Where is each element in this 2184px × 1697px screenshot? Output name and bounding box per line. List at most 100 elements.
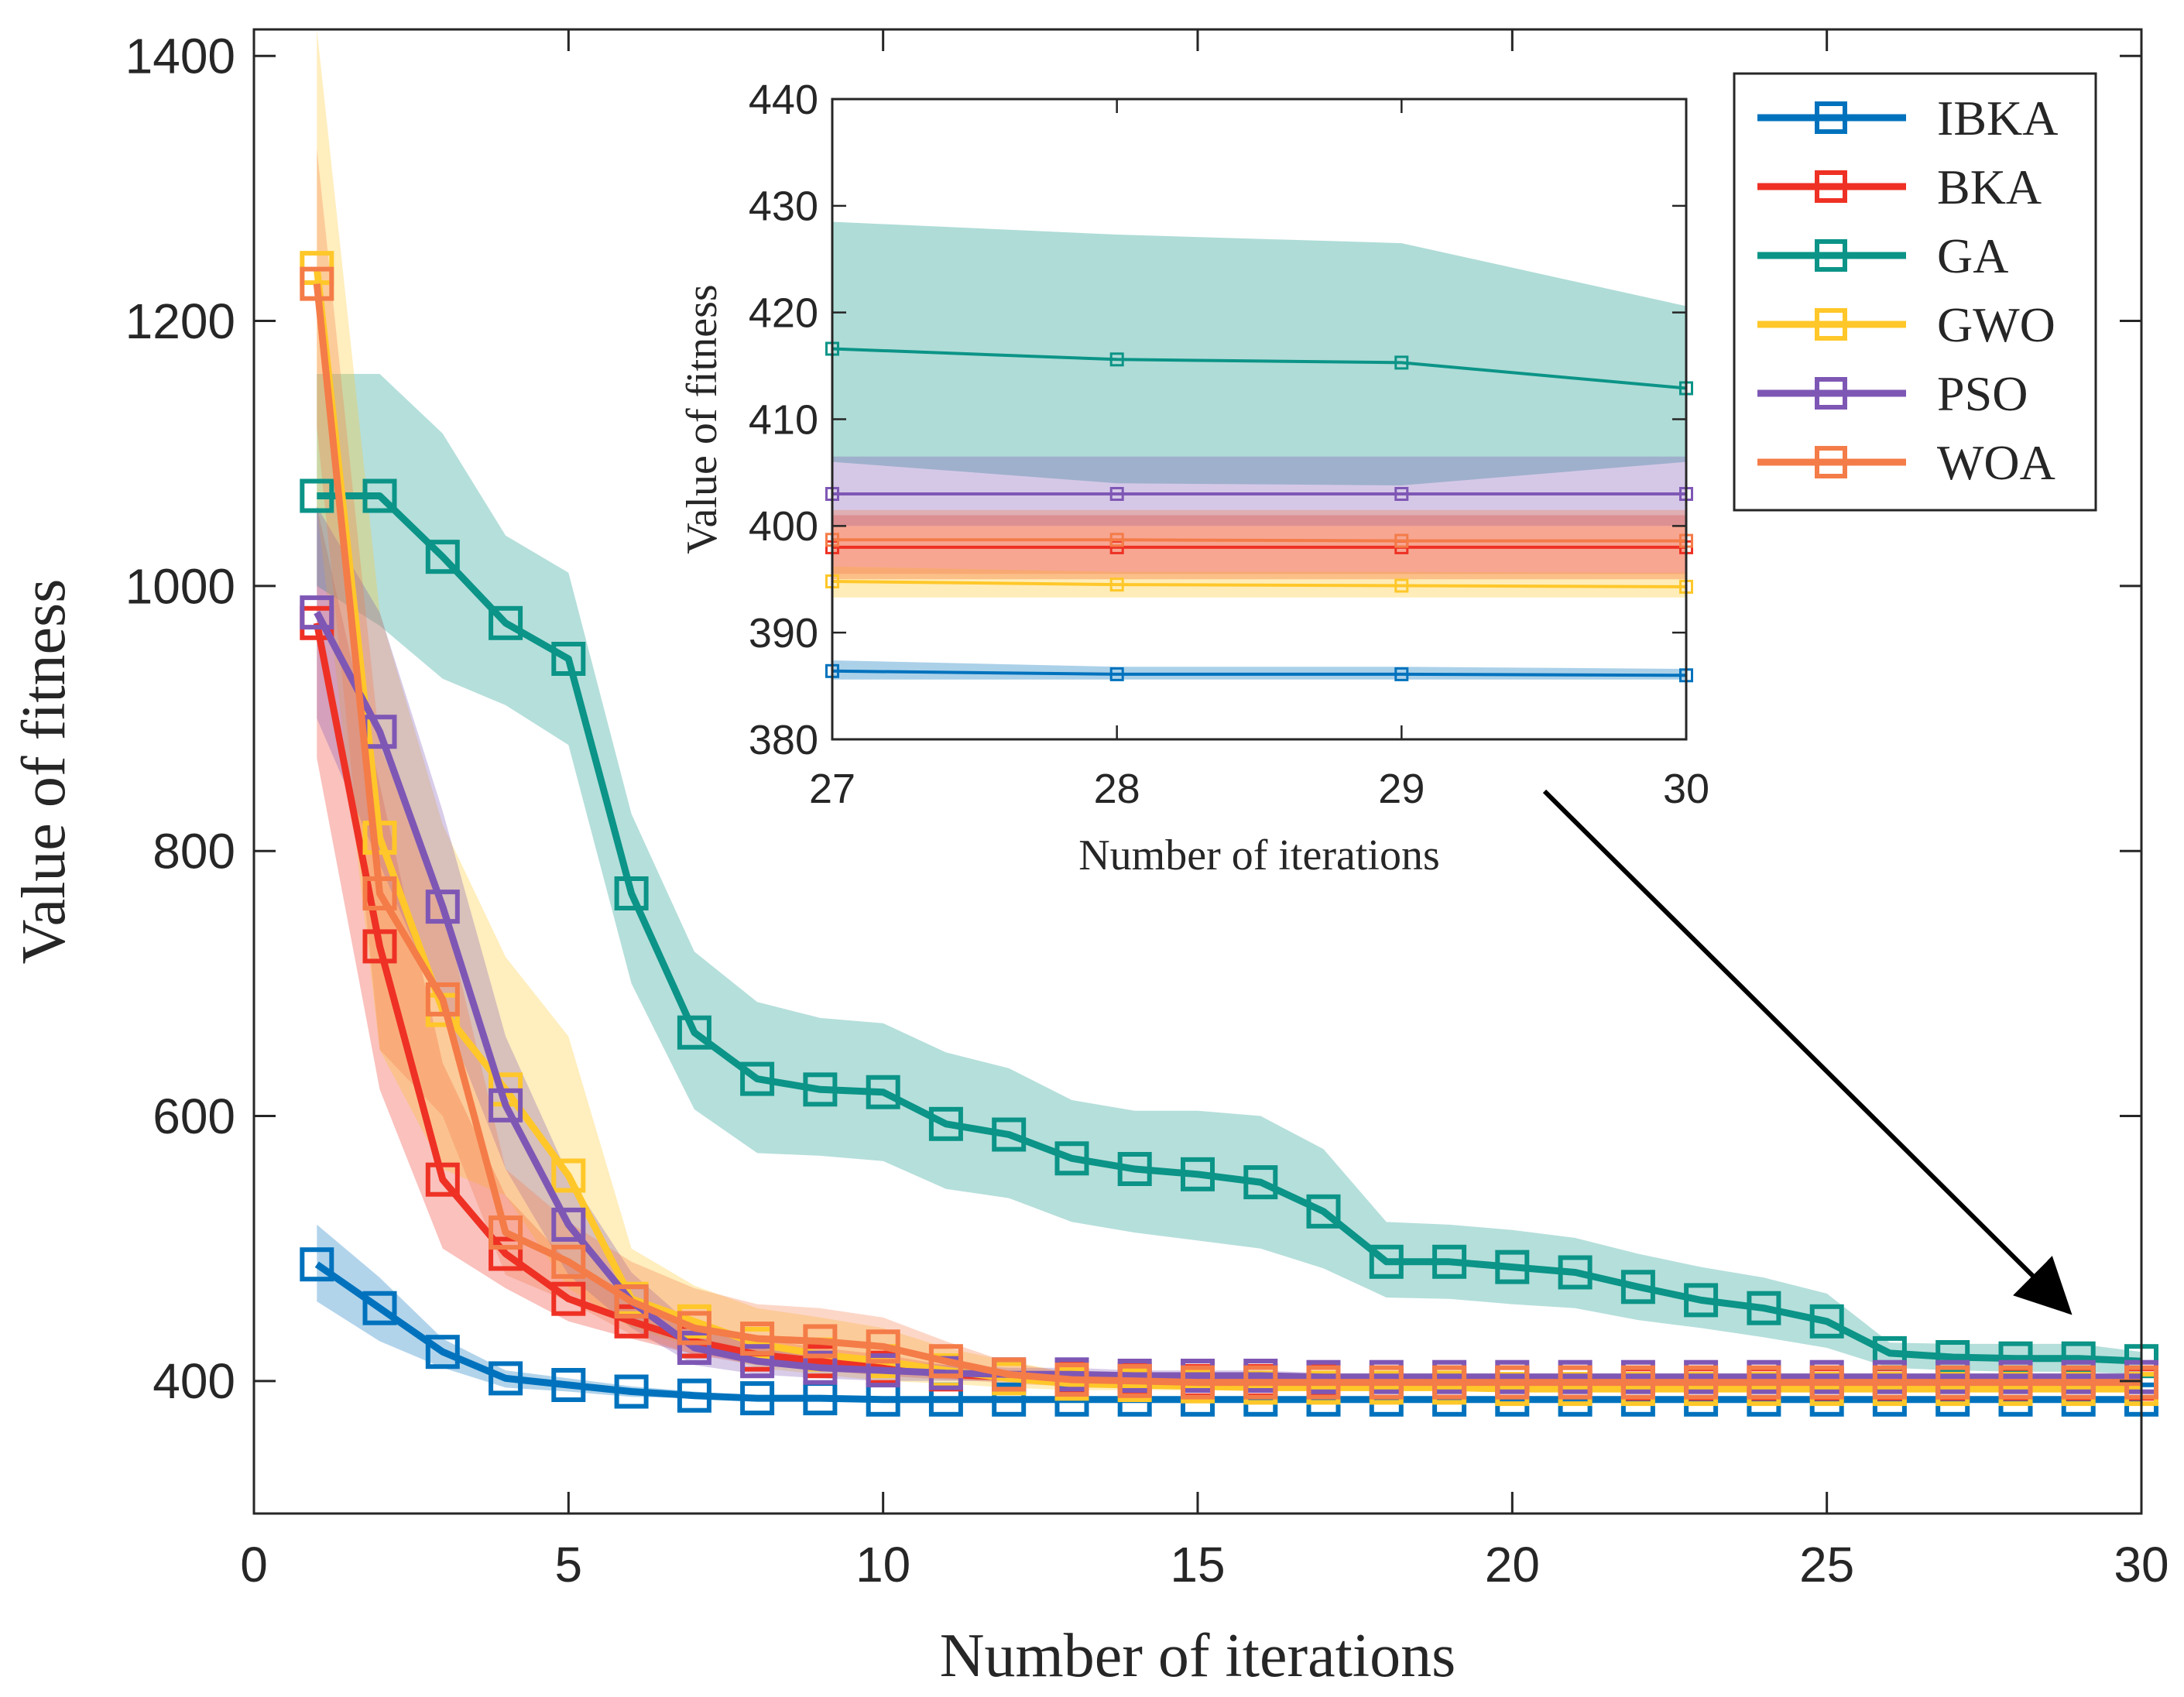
inset-ytick-label: 430 [749,183,818,230]
main-ytick-label: 600 [153,1088,235,1144]
inset-band-ga [832,221,1686,485]
main-point-woa-24 [1747,1365,1781,1400]
main-point-woa-28 [1998,1365,2033,1400]
main-ytick-label: 1000 [125,558,235,614]
main-point-woa-21 [1558,1365,1593,1400]
inset-point-ibka-28 [1109,667,1124,681]
main-point-ga-9 [803,1072,838,1107]
inset-xtick-label: 30 [1663,766,1709,812]
main-point-bka-5 [551,1281,586,1316]
inset-xtick-label: 28 [1094,766,1140,812]
inset-band-gwo [832,566,1686,598]
main-point-ga-19 [1432,1244,1467,1279]
main-xtick-label: 25 [1799,1537,1854,1592]
main-point-ga-7 [677,1015,711,1050]
main-point-woa-3 [425,982,460,1016]
inset-ytick-label: 380 [749,717,818,763]
main-point-ibka-3 [425,1335,460,1370]
main-point-woa-18 [1369,1365,1404,1400]
main-point-ga-23 [1684,1283,1719,1318]
main-point-gwo-5 [551,1158,586,1193]
main-point-ga-17 [1306,1194,1341,1229]
inset-ytick-label: 440 [749,77,818,123]
legend-label-ga: GA [1937,228,2008,283]
main-line-gwo [313,267,2141,1393]
main-point-ga-8 [740,1061,775,1096]
inset-line-ga [831,347,1687,390]
main-point-woa-5 [551,1244,586,1279]
main-point-woa-14 [1117,1363,1152,1398]
main-point-woa-6 [614,1284,649,1319]
main-point-woa-15 [1181,1365,1215,1400]
main-point-ibka-4 [489,1361,523,1396]
main-point-ga-24 [1747,1291,1781,1325]
main-point-woa-22 [1620,1365,1655,1400]
legend-marker-ga [1815,239,1847,272]
inset-plot: 27 28 29 30 380 390 400 410 420 430 440 Number of i… [678,77,1709,879]
main-point-woa-20 [1495,1365,1530,1400]
inset-y-axis-label: Value of fitness [678,284,726,554]
inset-point-bka-28 [1109,540,1124,554]
main-xtick-label: 30 [2114,1537,2169,1592]
inset-line-gwo [831,580,1687,588]
main-ytick-label: 1200 [125,293,235,349]
inset-point-ibka-29 [1394,667,1409,681]
inset-ytick-label: 390 [749,610,818,657]
main-point-woa-10 [866,1329,900,1364]
inset-ytick-label: 400 [749,503,818,550]
main-point-ga-6 [614,876,649,910]
legend-marker-woa [1815,446,1847,478]
main-point-ibka-5 [551,1368,586,1402]
main-point-ga-1 [300,478,334,513]
inset-point-pso-28 [1109,487,1124,501]
main-line-woa [313,283,2141,1387]
main-line-ga [317,492,2142,1365]
legend-label-gwo: GWO [1937,297,2055,352]
main-point-ga-21 [1558,1255,1593,1290]
main-point-pso-10 [866,1353,900,1388]
legend-label-woa: WOA [1937,435,2055,490]
main-point-woa-19 [1432,1365,1467,1400]
main-point-woa-2 [362,876,397,910]
main-point-woa-26 [1872,1365,1907,1400]
legend: IBKA BKA GA GWO PSO WOA [1733,72,2097,512]
main-point-woa-27 [1935,1365,1970,1400]
main-xtick-label: 20 [1485,1537,1540,1592]
main-point-ga-13 [1054,1141,1089,1176]
inset-point-pso-29 [1394,487,1409,501]
legend-marker-bka [1815,170,1847,203]
main-point-ga-16 [1243,1165,1278,1200]
main-point-ga-11 [928,1106,963,1141]
main-point-ibka-1 [300,1247,334,1282]
main-xtick-label: 5 [555,1537,583,1592]
main-point-pso-4 [489,1088,523,1123]
main-point-bka-2 [362,929,397,964]
main-y-axis-label: Value of fitness [10,579,78,965]
zoom-arrow [1542,789,2073,1315]
main-point-pso-1 [300,595,334,630]
inset-line-ibka [831,669,1687,677]
main-point-pso-9 [803,1350,838,1385]
main-band-ibka [317,1224,2141,1400]
main-point-pso-5 [551,1207,586,1242]
main-point-woa-11 [928,1344,963,1379]
main-point-bka-4 [489,1236,523,1271]
main-x-axis-label: Number of iterations [940,1622,1455,1690]
main-point-ibka-8 [740,1381,775,1416]
legend-box [1733,72,2097,512]
inset-point-gwo-29 [1394,578,1409,593]
main-point-gwo-2 [362,821,397,855]
inset-point-ga-28 [1109,352,1124,367]
legend-label-pso: PSO [1937,366,2028,421]
main-point-woa-16 [1243,1365,1278,1400]
main-point-woa-17 [1306,1365,1341,1400]
main-xtick-label: 10 [855,1537,910,1592]
main-point-ga-18 [1369,1244,1404,1279]
main-xtick-label: 15 [1170,1537,1225,1592]
main-point-ga-10 [866,1075,900,1109]
inset-point-ga-29 [1394,355,1409,370]
main-point-ibka-12 [992,1382,1027,1417]
inset-plot-area [832,99,1686,739]
main-point-ga-25 [1809,1304,1844,1339]
legend-label-bka: BKA [1937,159,2042,214]
